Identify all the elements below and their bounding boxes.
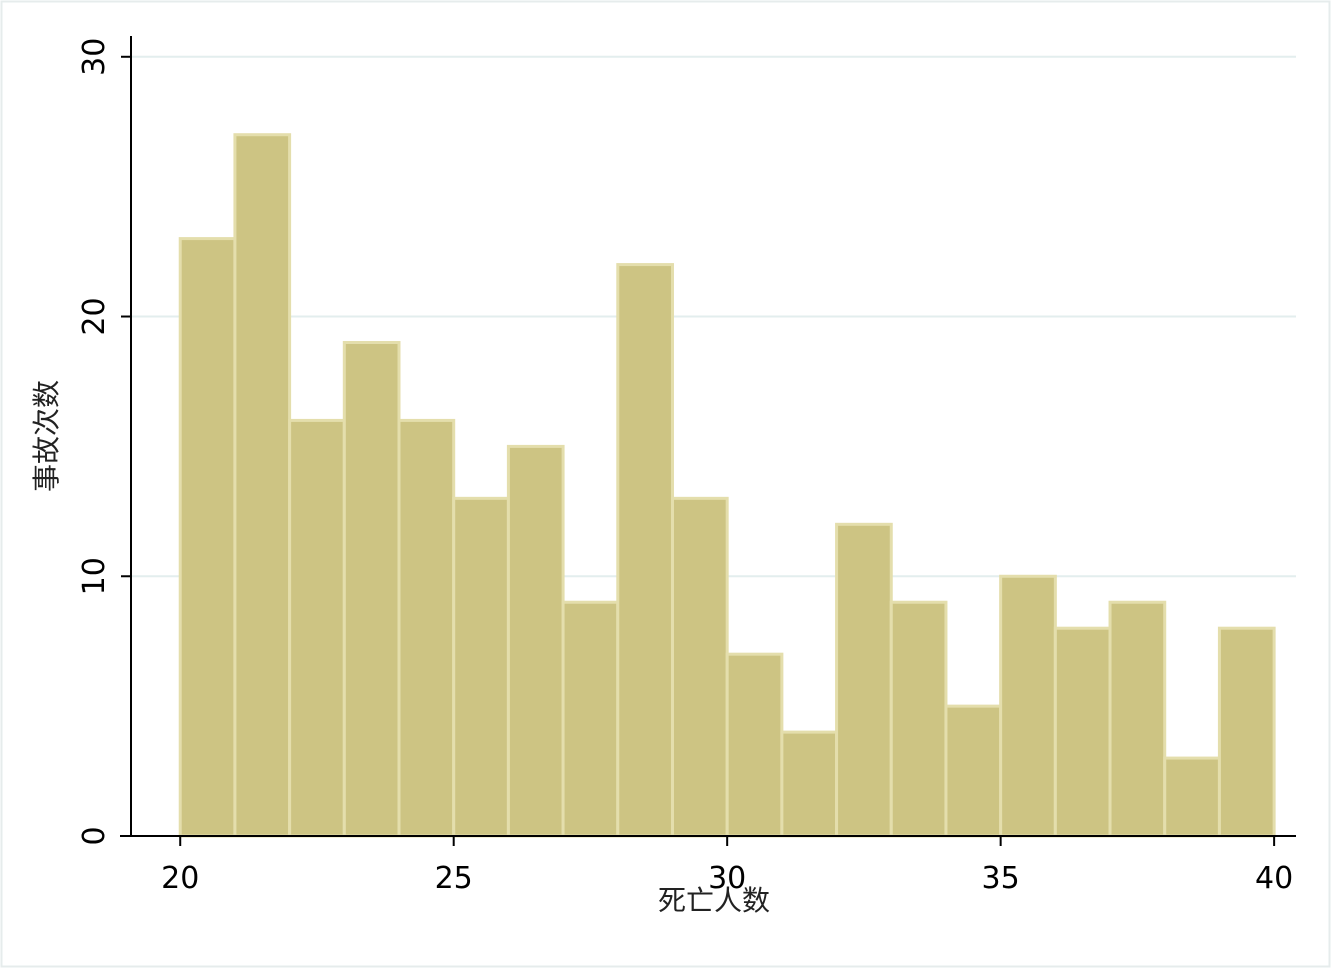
bar — [670, 496, 729, 838]
bar — [616, 263, 674, 838]
y-tick-label: 20 — [77, 297, 112, 335]
x-tick-label: 20 — [161, 861, 199, 896]
bar — [889, 600, 948, 838]
bar — [506, 444, 565, 838]
y-tick-label: 30 — [77, 38, 112, 76]
bar — [178, 237, 237, 838]
bar — [561, 600, 620, 838]
bar — [999, 574, 1057, 838]
bar — [452, 496, 510, 838]
x-tick-label: 35 — [982, 861, 1020, 896]
axes: 0 10 20 30 20 25 30 35 40 — [77, 36, 1296, 896]
x-tick-label: 30 — [708, 861, 746, 896]
bar — [944, 704, 1003, 838]
y-tick-label: 10 — [77, 557, 112, 595]
bar — [342, 340, 401, 838]
bar — [780, 730, 839, 838]
x-tick-label: 25 — [435, 861, 473, 896]
bar — [1163, 756, 1221, 838]
y-axis-title: 事故次数 — [30, 380, 63, 492]
bar — [835, 522, 893, 838]
x-tick-label: 40 — [1255, 861, 1293, 896]
y-tick-label: 0 — [77, 826, 112, 845]
bar — [1108, 600, 1167, 838]
x-axis-title: 死亡人数 — [658, 884, 770, 917]
bar — [1217, 626, 1276, 838]
bar — [397, 418, 456, 838]
bar — [725, 652, 784, 838]
bar — [288, 418, 346, 838]
bar — [1053, 626, 1112, 838]
bar — [233, 133, 292, 838]
